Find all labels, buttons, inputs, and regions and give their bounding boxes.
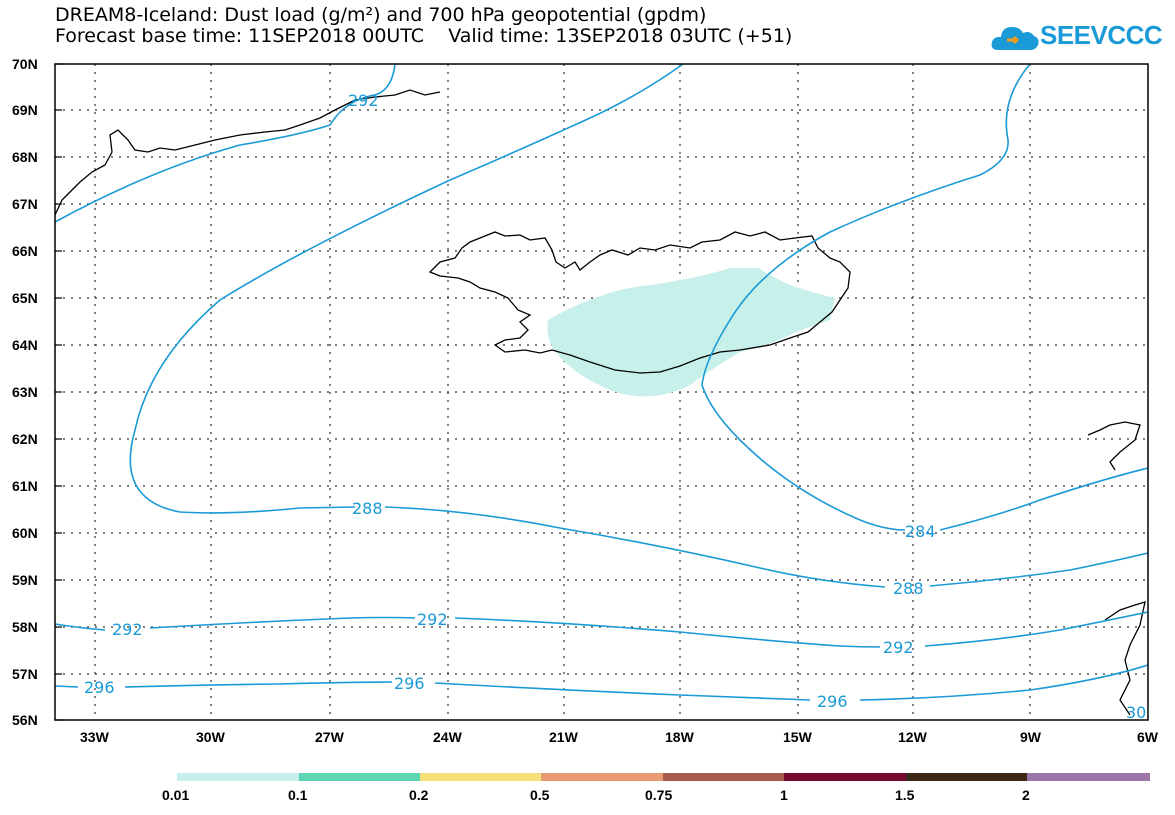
latitude-ticks [55, 63, 62, 721]
lat-label: 61N [12, 478, 38, 494]
contour-label: 292 [348, 91, 379, 110]
lat-label: 66N [12, 243, 38, 259]
lat-label: 60N [12, 525, 38, 541]
colorbar-swatch [177, 773, 299, 781]
map-title-line-1: DREAM8-Iceland: Dust load (g/m²) and 700… [55, 4, 707, 26]
cloud-icon [991, 27, 1039, 50]
lon-label: 24W [433, 729, 463, 745]
lat-label: 57N [12, 666, 38, 682]
lat-label: 70N [12, 56, 38, 72]
colorbar-label: 1.5 [895, 787, 915, 803]
colorbar-label: 0.01 [162, 787, 189, 803]
colorbar-label: 0.2 [409, 787, 429, 803]
colorbar-label: 2 [1022, 787, 1030, 803]
contour-label: 288 [352, 499, 383, 518]
colorbar-swatch [541, 773, 663, 781]
contour-label: 292 [883, 638, 914, 657]
lon-label: 12W [898, 729, 928, 745]
colorbar-label: 0.5 [530, 787, 550, 803]
colorbar-swatch [299, 773, 420, 781]
lat-label: 59N [12, 572, 38, 588]
contour-label: 296 [817, 692, 848, 711]
lon-label: 18W [665, 729, 695, 745]
colorbar-label: 0.75 [645, 787, 672, 803]
coastlines [54, 89, 1146, 716]
lat-label: 64N [12, 337, 38, 353]
lon-label: 9W [1020, 729, 1042, 745]
colorbar-swatch [784, 773, 906, 781]
dust-load-area [547, 268, 835, 397]
lon-label: 6W [1137, 729, 1159, 745]
contour-label: 30 [1126, 703, 1146, 722]
lon-label: 30W [196, 729, 226, 745]
contour-label: 288 [893, 579, 924, 598]
latitude-gridlines [55, 109, 1148, 675]
colorbar-label: 1 [780, 787, 788, 803]
lat-label: 68N [12, 149, 38, 165]
colorbar-swatch [1027, 773, 1150, 781]
lon-label: 21W [549, 729, 579, 745]
colorbar-label: 0.1 [288, 787, 308, 803]
longitude-gridlines [94, 64, 1031, 720]
lat-label: 67N [12, 196, 38, 212]
colorbar-swatch [663, 773, 784, 781]
lon-label: 27W [315, 729, 345, 745]
seevccc-logo: SEEVCCC [990, 18, 1163, 58]
lon-label: 33W [80, 729, 110, 745]
contour-label: 292 [417, 610, 448, 629]
contour-label: 284 [905, 522, 936, 541]
contour-label: 296 [394, 674, 425, 693]
colorbar-swatch [906, 773, 1027, 781]
lon-label: 15W [783, 729, 813, 745]
colorbar-swatch [420, 773, 541, 781]
lat-label: 69N [12, 102, 38, 118]
lat-label: 63N [12, 384, 38, 400]
contour-label: 296 [84, 678, 115, 697]
geopotential-contours [54, 63, 1149, 701]
map-title-line-2: Forecast base time: 11SEP2018 00UTC Vali… [55, 25, 793, 47]
logo-text: SEEVCCC [1040, 20, 1163, 50]
colorbar [177, 773, 1150, 781]
lat-label: 62N [12, 431, 38, 447]
lat-label: 58N [12, 619, 38, 635]
contour-label: 292 [112, 620, 143, 639]
lat-label: 56N [12, 712, 38, 728]
lat-label: 65N [12, 290, 38, 306]
